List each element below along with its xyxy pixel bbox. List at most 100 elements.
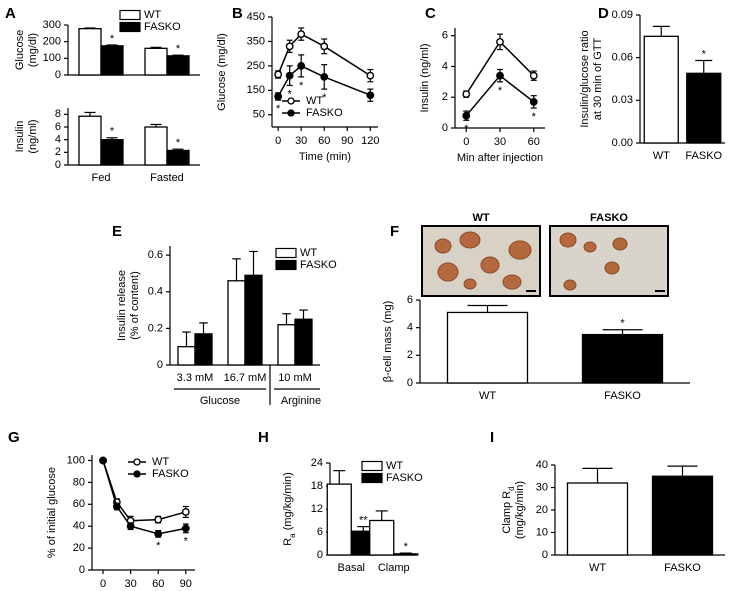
y-tick-label: 0.09 (612, 9, 633, 21)
y-tick-label: 0.6 (148, 249, 163, 261)
y-tick-label: 40 (73, 520, 85, 532)
x-tick-label: 0 (463, 136, 469, 148)
y-tick-label: 50 (253, 109, 265, 121)
significance: * (110, 126, 115, 138)
x-tick-label: WT (589, 562, 606, 574)
x-tick-label: 60 (152, 578, 164, 590)
y-tick-label: 6 (55, 121, 61, 133)
bar (227, 280, 246, 366)
legend-label: FASKO (386, 472, 423, 484)
marker (285, 71, 294, 80)
x-tick-label: 90 (341, 135, 353, 147)
islets-fasko (559, 232, 628, 291)
panel-letter: F (390, 223, 399, 240)
significance: * (176, 137, 181, 149)
x-tick-label: 120 (361, 135, 379, 147)
legend-marker (133, 458, 141, 466)
bar (166, 55, 190, 76)
y-tick-label: 4 (442, 60, 448, 72)
significance: * (322, 92, 327, 104)
y-tick-label: 0.4 (148, 286, 163, 298)
y-tick-label: 12 (311, 503, 323, 515)
y-axis-label-part: R (282, 538, 294, 546)
y-tick-label: 4 (407, 322, 413, 334)
marker (154, 515, 163, 524)
marker (366, 91, 375, 100)
bar (144, 47, 168, 76)
legend-swatch (275, 247, 297, 259)
marker (274, 70, 283, 79)
marker (181, 524, 190, 533)
y-tick-label: 2 (407, 349, 413, 361)
y-tick-label: 0 (317, 549, 323, 561)
marker (285, 42, 294, 51)
legend-swatch (119, 9, 141, 21)
bar (166, 149, 190, 166)
y-tick-label: 18 (311, 480, 323, 492)
y-axis-label-part: Clamp R (501, 491, 513, 534)
y-axis-label: β-cell mass (mg) (382, 301, 394, 383)
marker (297, 30, 306, 39)
y-axis-label: % of initial glucose (46, 467, 58, 558)
bar (566, 482, 629, 556)
marker (529, 97, 538, 106)
y-tick-label: 0 (55, 69, 61, 81)
y-tick-label: 300 (43, 19, 61, 31)
y-axis-label-part: d (507, 486, 516, 490)
x-tick-label: WT (653, 150, 670, 162)
y-tick-label: 2 (55, 146, 61, 158)
y-tick-label: 6 (442, 30, 448, 42)
bar (581, 333, 664, 384)
significance: * (288, 88, 293, 100)
panel-letter: B (232, 5, 243, 22)
legend-marker (287, 109, 295, 117)
marker (462, 90, 471, 99)
y-tick-label: 100 (67, 454, 85, 466)
y-axis-label: Glucose (mg/dl) (216, 33, 228, 111)
x-tick-label: FASKO (604, 390, 641, 402)
bar (100, 139, 124, 166)
y-tick-label: 40 (536, 459, 548, 471)
y-axis-label: Insulin (14, 121, 26, 153)
marker (462, 111, 471, 120)
x-tick-label: FASKO (664, 562, 701, 574)
x-tick-label: 90 (180, 578, 192, 590)
x-tick-label: 60 (528, 136, 540, 148)
y-tick-label: 0 (55, 159, 61, 171)
legend-label: FASKO (152, 468, 189, 480)
y-tick-label: 6 (407, 294, 413, 306)
bar (643, 35, 679, 144)
legend-label: WT (300, 247, 317, 259)
bar (277, 324, 296, 366)
marker (112, 502, 121, 511)
panel-letter: A (5, 5, 16, 22)
y-tick-label: 2 (442, 91, 448, 103)
y-tick-label: 0.2 (148, 322, 163, 334)
y-axis-label: Insulin/glucose ratio (579, 30, 591, 127)
significance: * (464, 123, 469, 135)
legend-label: WT (152, 456, 169, 468)
legend-label: FASKO (306, 107, 343, 119)
y-tick-label: 450 (247, 11, 265, 23)
bar (177, 346, 196, 366)
legend-label: WT (306, 95, 323, 107)
y-tick-label: 20 (536, 504, 548, 516)
x-tick-label: 16.7 mM (224, 372, 267, 384)
marker (99, 456, 107, 465)
y-tick-label: 80 (73, 476, 85, 488)
significance: * (498, 85, 503, 97)
micrographs: WT FASKO (421, 212, 669, 297)
y-tick-label: 4 (55, 134, 61, 146)
significance: * (404, 541, 409, 553)
bar (446, 311, 529, 384)
panel-letter: G (8, 429, 20, 446)
bar (651, 475, 714, 556)
significance: * (532, 111, 537, 123)
y-tick-label: 0 (79, 564, 85, 576)
x-tick-label: 30 (295, 135, 307, 147)
y-axis-label: (mg/kg/min) (514, 481, 526, 539)
islets-wt (434, 231, 532, 290)
x-tick-label: Fasted (150, 172, 184, 184)
